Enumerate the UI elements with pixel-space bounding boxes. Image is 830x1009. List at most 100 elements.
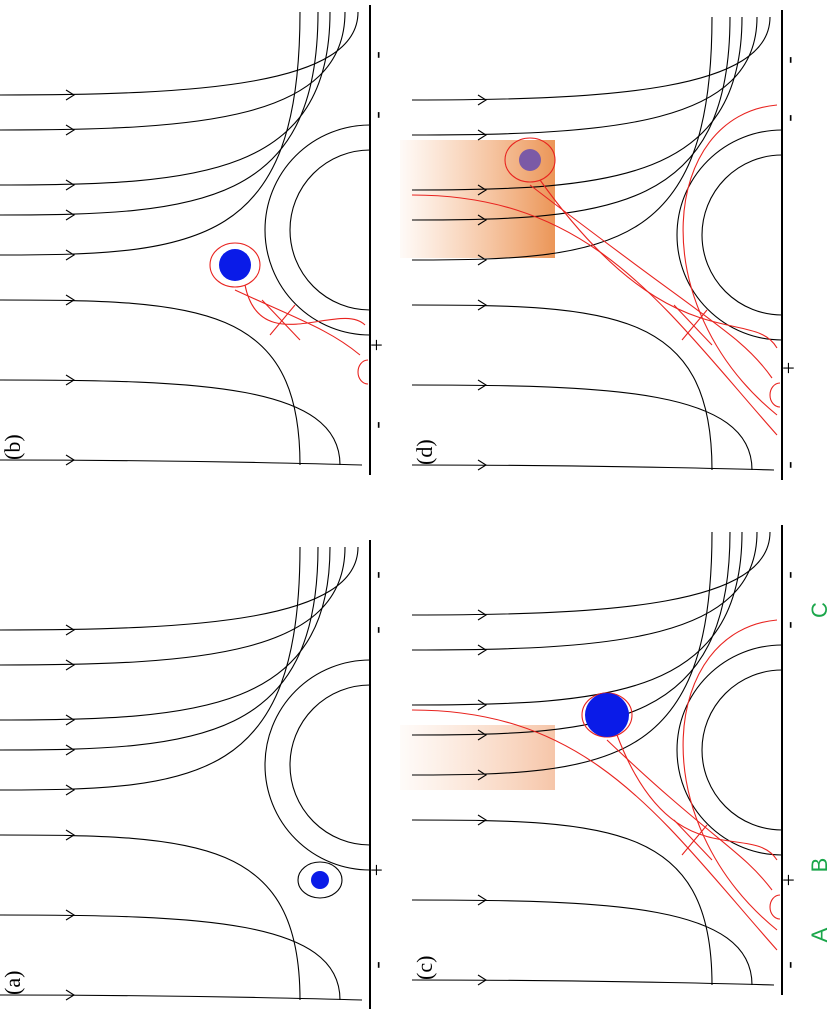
streamline: [411, 384, 753, 471]
vortex-loop: [209, 242, 261, 288]
arrow: [65, 624, 76, 636]
streamline: [0, 546, 331, 721]
streamline: [0, 299, 301, 466]
sign: -: [364, 421, 389, 428]
vortex: [219, 249, 251, 281]
streamline: [411, 16, 758, 136]
streamline: [0, 11, 346, 131]
arrow: [477, 729, 488, 741]
arrow: [65, 294, 76, 306]
arrow: [477, 609, 488, 621]
streamline: [0, 834, 301, 1001]
recirculation: [676, 129, 783, 341]
recirculation: [676, 644, 783, 856]
sign: -: [364, 626, 389, 633]
streamline: [0, 546, 346, 666]
streamline: [411, 531, 743, 706]
recirculation: [701, 669, 783, 831]
location-letter: C: [807, 602, 830, 618]
streamline: [411, 531, 731, 736]
red-streamline: [682, 619, 778, 931]
sign: -: [364, 571, 389, 578]
arrow: [65, 989, 76, 1001]
arrow: [477, 379, 488, 391]
streamline: [411, 819, 713, 986]
arrow: [477, 974, 488, 986]
arrow: [477, 254, 488, 266]
red-streamline: [234, 289, 361, 356]
recirculation: [701, 154, 783, 316]
arrow: [65, 714, 76, 726]
arrow: [65, 454, 76, 466]
recirculation: [264, 124, 371, 336]
sign: -: [776, 621, 801, 628]
arrow: [477, 644, 488, 656]
vortex-loop: [581, 692, 633, 738]
panel: (c) - - + - A B C: [400, 525, 830, 995]
panel: (a) - - + -: [0, 540, 389, 1009]
sign: +: [776, 874, 801, 886]
streamline: [0, 546, 359, 631]
streamline: [411, 16, 771, 101]
recirculation: [289, 149, 371, 311]
red-arc: [769, 894, 781, 920]
red-streamline: [616, 734, 778, 861]
arrow: [65, 784, 76, 796]
arrow: [477, 894, 488, 906]
streamline: [411, 531, 771, 616]
sign: +: [776, 362, 801, 374]
arrow: [65, 659, 76, 671]
red-streamline: [539, 179, 778, 349]
arrow: [477, 94, 488, 106]
sign: -: [776, 56, 801, 63]
sign: -: [776, 961, 801, 968]
vortex: [311, 871, 329, 889]
streamline: [411, 979, 775, 986]
arrow: [477, 299, 488, 311]
sign: -: [776, 571, 801, 578]
red-arc: [357, 359, 369, 385]
arrow: [477, 699, 488, 711]
arrow: [65, 909, 76, 921]
streamline: [411, 899, 753, 986]
panel-label: (c): [412, 956, 437, 980]
arrow: [477, 769, 488, 781]
sign: +: [364, 864, 389, 876]
sign: -: [364, 111, 389, 118]
red-arc: [769, 382, 781, 408]
streamline: [0, 546, 301, 791]
streamline: [411, 464, 775, 471]
sign: -: [364, 51, 389, 58]
panel: (d) - - + -: [400, 10, 801, 480]
streamline: [0, 11, 359, 96]
streamline: [0, 459, 363, 466]
vortex: [585, 693, 629, 737]
sign: +: [364, 339, 389, 351]
arrow: [477, 814, 488, 826]
vortex-loop: [504, 137, 556, 183]
red-streamline: [529, 184, 773, 379]
streamline: [0, 11, 319, 216]
arrow: [65, 829, 76, 841]
streamline: [0, 994, 363, 1001]
streamline: [0, 914, 341, 1001]
streamline: [411, 304, 713, 471]
recirculation: [289, 684, 371, 846]
sign: -: [776, 114, 801, 121]
arrow: [65, 124, 76, 136]
vortex-loop: [297, 861, 343, 899]
arrow: [65, 89, 76, 101]
arrow: [477, 459, 488, 471]
arrow: [477, 214, 488, 226]
red-streamline: [411, 194, 778, 436]
panel-label: (a): [0, 971, 25, 995]
streamline: [411, 16, 713, 261]
x-point: [673, 304, 713, 346]
panel-label: (d): [412, 439, 437, 465]
location-letter: A: [807, 927, 830, 942]
x-point: [673, 819, 713, 861]
vortex: [519, 149, 541, 171]
streamline: [411, 531, 713, 776]
streamline: [0, 11, 331, 186]
